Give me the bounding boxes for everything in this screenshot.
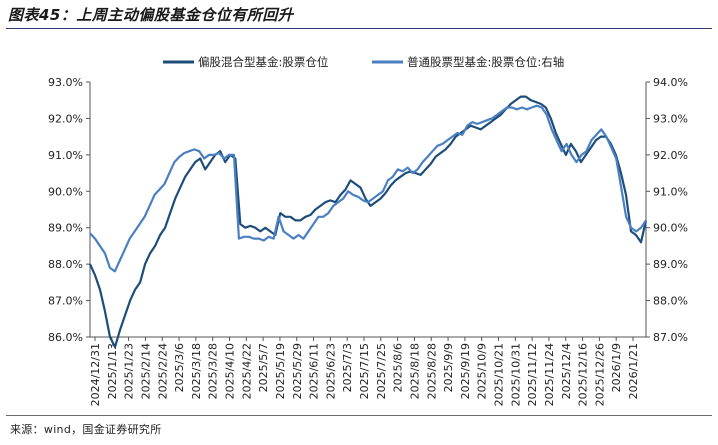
left-tick-label: 92.0% (48, 112, 83, 125)
right-tick-label: 88.0% (653, 295, 688, 308)
left-tick-label: 87.0% (48, 295, 83, 308)
x-tick-label: 2025/6/23 (324, 343, 337, 399)
x-tick-label: 2025/1/23 (123, 343, 136, 399)
x-tick-label: 2025/3/28 (207, 343, 220, 399)
x-tick-label: 2025/3/18 (190, 343, 203, 399)
x-tick-label: 2025/6/11 (308, 343, 321, 399)
series-line-2 (89, 104, 647, 273)
left-tick-label: 90.0% (48, 185, 83, 198)
x-tick-label: 2025/9/19 (459, 343, 472, 399)
legend-label-series-1: 偏股混合型基金:股票仓位 (198, 55, 328, 69)
x-tick-label: 2025/12/4 (560, 343, 573, 399)
x-tick-label: 2025/4/22 (240, 343, 253, 399)
x-tick-label: 2026/1/21 (627, 343, 640, 399)
right-tick-label: 92.0% (653, 149, 688, 162)
x-tick-label: 2025/5/29 (291, 343, 304, 399)
x-tick-label: 2025/11/24 (543, 343, 556, 406)
chart-series (88, 95, 648, 349)
x-tick-label: 2025/5/7 (257, 343, 270, 392)
right-tick-label: 94.0% (653, 76, 688, 89)
left-tick-label: 86.0% (48, 331, 83, 344)
left-tick-label: 93.0% (48, 76, 83, 89)
x-tick-label: 2025/8/28 (425, 343, 438, 399)
x-tick-label: 2025/10/9 (476, 343, 489, 399)
chart-axes: 86.0% 87.0% 88.0% 89.0% 90.0% 91.0% 92.0% 93.0%… (48, 76, 688, 406)
x-tick-label: 2025/10/31 (509, 343, 522, 406)
right-tick-label: 89.0% (653, 258, 688, 271)
left-tick-label: 88.0% (48, 258, 83, 271)
footer-rule (6, 415, 712, 416)
x-tick-label: 2025/7/25 (375, 343, 388, 399)
x-tick-label: 2025/12/16 (577, 343, 590, 406)
x-tick-label: 2025/7/3 (341, 343, 354, 392)
x-tick-label: 2025/11/12 (526, 343, 539, 406)
x-tick-label: 2025/7/15 (358, 343, 371, 399)
source-note: 来源：wind，国金证券研究所 (10, 423, 162, 436)
x-tick-label: 2025/3/6 (173, 343, 186, 392)
x-tick-label: 2025/5/19 (274, 343, 287, 399)
x-tick-label: 2025/12/26 (593, 343, 606, 406)
x-tick-label: 2025/2/14 (139, 343, 152, 399)
left-tick-label: 89.0% (48, 222, 83, 235)
x-tick-label: 2024/12/31 (89, 343, 102, 406)
right-tick-label: 90.0% (653, 222, 688, 235)
left-tick-label: 91.0% (48, 149, 83, 162)
page-title: 图表45：上周主动偏股基金仓位有所回升 (8, 6, 294, 24)
legend-label-series-2: 普通股票型基金:股票仓位:右轴 (407, 55, 564, 69)
right-tick-label: 91.0% (653, 185, 688, 198)
right-tick-label: 93.0% (653, 112, 688, 125)
x-tick-label: 2026/1/9 (610, 343, 623, 392)
x-tick-label: 2025/4/10 (224, 343, 237, 399)
chart-legend: 偏股混合型基金:股票仓位 普通股票型基金:股票仓位:右轴 (163, 55, 564, 69)
title-underline (6, 28, 712, 29)
x-tick-label: 2025/8/18 (408, 343, 421, 399)
x-tick-label: 2025/1/13 (106, 343, 119, 399)
x-tick-label: 2025/10/21 (493, 343, 506, 406)
x-tick-label: 2025/9/9 (442, 343, 455, 392)
series-line-1 (88, 95, 648, 349)
x-tick-label: 2025/2/24 (156, 343, 169, 399)
x-tick-label: 2025/8/6 (392, 343, 405, 392)
right-tick-label: 87.0% (653, 331, 688, 344)
